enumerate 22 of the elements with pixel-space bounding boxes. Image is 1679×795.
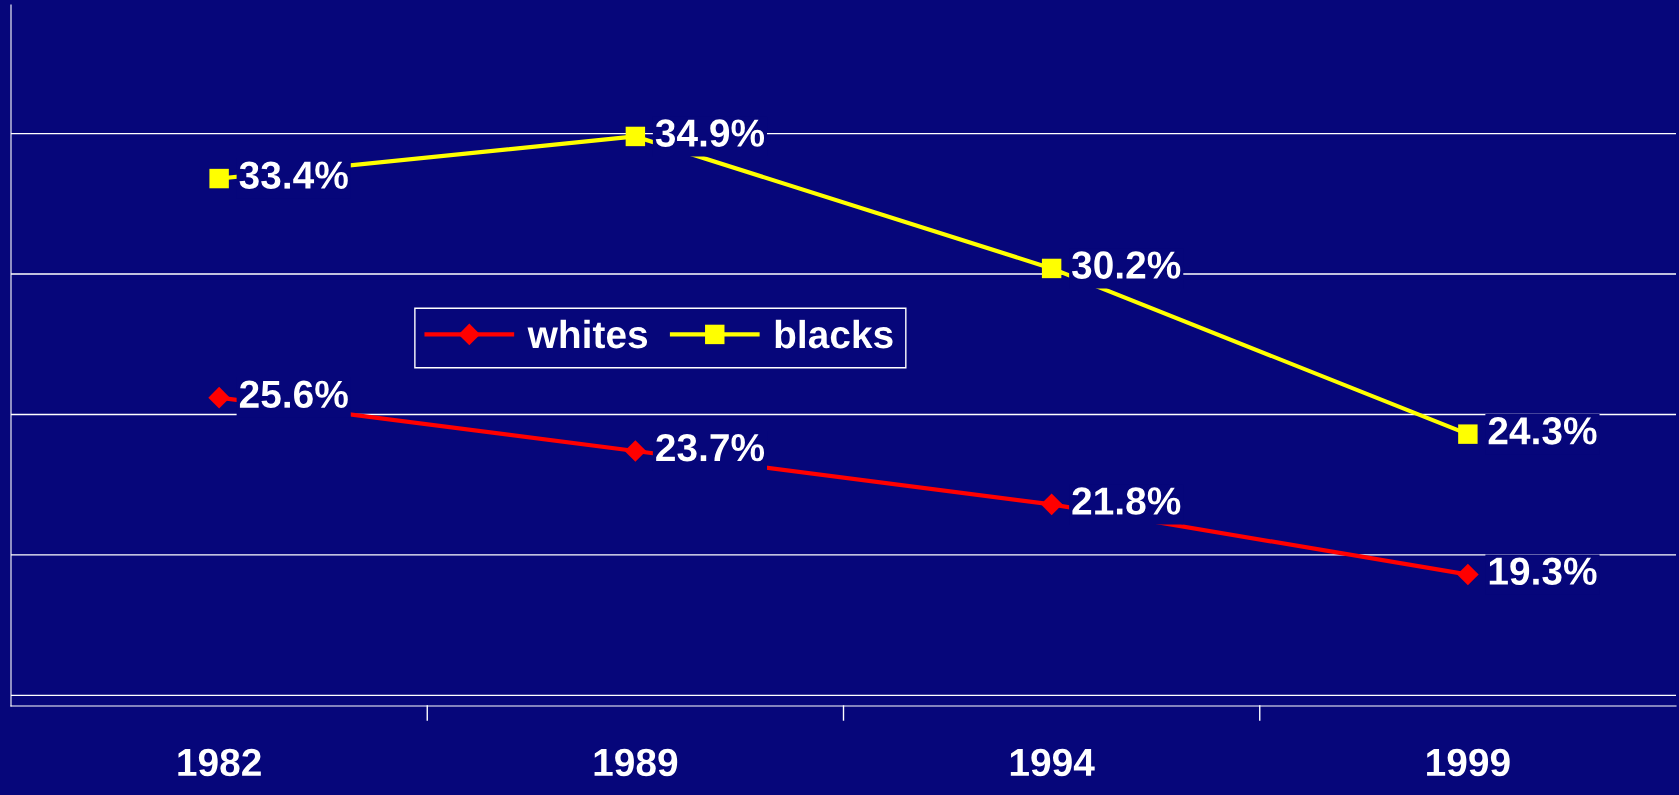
point — [624, 440, 647, 462]
legend-label: blacks — [775, 319, 893, 349]
data-label: 23.7% — [656, 433, 765, 462]
point — [209, 168, 229, 189]
point — [625, 126, 646, 147]
point — [208, 386, 230, 409]
data-label: 33.4% — [239, 161, 348, 190]
data-label: 25.6% — [239, 380, 348, 409]
data-label: 34.9% — [655, 119, 765, 147]
data-label: 30.2% — [1071, 251, 1181, 279]
data-label: 24.3% — [1488, 417, 1597, 445]
x-tick-label: 1994 — [1010, 748, 1095, 777]
x-tick-label: 1982 — [178, 748, 261, 777]
x-tick-label: 1999 — [1427, 748, 1510, 777]
point — [1458, 424, 1478, 444]
point — [1041, 258, 1062, 279]
data-label: 21.8% — [1072, 487, 1181, 515]
data-label: 19.3% — [1489, 557, 1597, 586]
x-tick-label: 1989 — [594, 748, 678, 777]
legend-label: whites — [527, 319, 648, 349]
point — [1040, 493, 1063, 516]
point — [1457, 563, 1479, 586]
